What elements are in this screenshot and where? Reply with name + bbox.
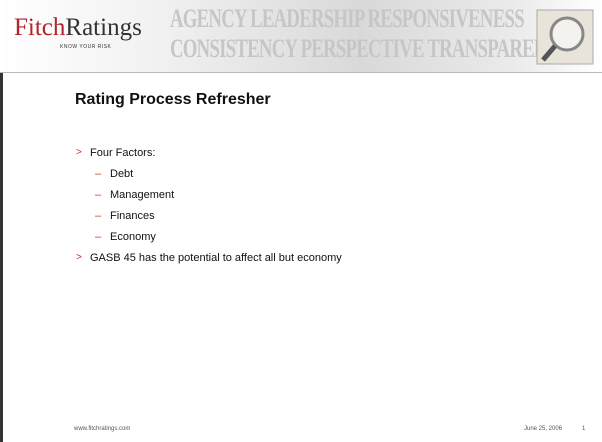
bullet-text: Finances xyxy=(110,210,155,222)
sub-bullet: –Debt xyxy=(75,166,342,187)
footer-date: June 25, 2006 xyxy=(524,426,562,432)
bullet-marker: – xyxy=(95,229,101,245)
bullet: > GASB 45 has the potential to affect all… xyxy=(75,250,342,271)
bullet-list: >Four Factors:–Debt–Management–Finances–… xyxy=(75,145,342,271)
logo-text: Ratings xyxy=(65,14,141,41)
bullet-marker: > xyxy=(76,145,82,161)
sub-bullet: –Economy xyxy=(75,229,342,250)
bullet-text: Debt xyxy=(110,168,133,180)
bullet-text: Economy xyxy=(110,231,156,243)
bullet: > Four Factors: xyxy=(75,145,342,166)
bullet-marker: – xyxy=(95,208,101,224)
sub-bullet: –Finances xyxy=(75,208,342,229)
page-number: 1 xyxy=(582,426,585,432)
banner-text: CONSISTENCY PERSPECTIVE TRANSPARENCY xyxy=(170,34,572,64)
sub-bullet: –Management xyxy=(75,187,342,208)
bullet-text: GASB 45 has the potential to affect all … xyxy=(90,252,342,264)
bullet-marker: > xyxy=(76,250,82,266)
banner-text: AGENCY LEADERSHIP RESPONSIVENESS xyxy=(170,4,524,34)
left-bar xyxy=(0,73,3,442)
logo: FitchRatings xyxy=(14,14,142,42)
bullet-text: Management xyxy=(110,189,174,201)
bullet-marker: – xyxy=(95,166,101,182)
slide-title: Rating Process Refresher xyxy=(75,91,271,109)
bullet-marker: – xyxy=(95,187,101,203)
footer-url: www.fitchratings.com xyxy=(74,426,130,432)
header: AGENCY LEADERSHIP RESPONSIVENESS CONSIST… xyxy=(0,0,602,73)
logo-text: Fitch xyxy=(14,14,65,41)
magnifier-icon xyxy=(535,4,597,68)
slide: AGENCY LEADERSHIP RESPONSIVENESS CONSIST… xyxy=(0,0,602,442)
logo-tagline: KNOW YOUR RISK xyxy=(60,44,111,50)
bullet-text: Four Factors: xyxy=(90,147,155,159)
